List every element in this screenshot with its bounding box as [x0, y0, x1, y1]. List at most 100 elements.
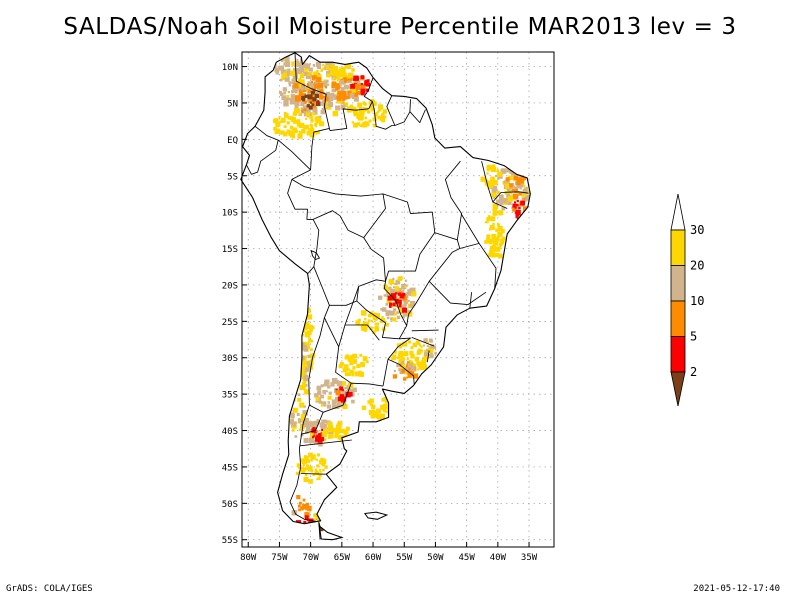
shade-cell	[322, 67, 325, 70]
shade-cell	[353, 96, 359, 102]
shade-cell	[383, 294, 387, 297]
shade-cell	[275, 71, 279, 75]
shade-cell	[289, 125, 294, 130]
shade-cell	[335, 72, 339, 76]
shade-cell	[340, 428, 345, 434]
shade-cell	[349, 361, 354, 366]
shade-cell	[326, 105, 332, 110]
shade-cell	[523, 185, 526, 188]
shade-cell	[407, 373, 412, 378]
shade-cell	[421, 360, 426, 366]
shade-cell	[303, 347, 308, 352]
shade-cell	[296, 58, 299, 61]
shade-cell	[346, 74, 351, 79]
shade-cell	[351, 93, 357, 99]
shade-cell	[515, 209, 520, 214]
shade-cell	[498, 210, 504, 216]
shade-cell	[382, 109, 388, 114]
shade-cell	[382, 307, 387, 312]
shade-cell	[357, 102, 362, 108]
shade-cell	[298, 89, 302, 93]
shade-cell	[309, 432, 316, 438]
shade-cell	[301, 95, 306, 100]
shade-cell	[310, 459, 313, 462]
shade-cell	[311, 85, 316, 91]
shade-cell	[352, 359, 357, 364]
country-border	[356, 300, 408, 340]
shade-cell	[347, 357, 352, 362]
shade-cell	[403, 300, 408, 305]
shade-cell	[311, 428, 316, 433]
dry-region	[484, 203, 506, 259]
shade-cell	[302, 372, 307, 377]
shade-cell	[310, 325, 314, 328]
shade-cell	[315, 61, 321, 68]
shade-cell	[496, 169, 500, 172]
shade-cell	[346, 393, 349, 396]
shade-cell	[323, 82, 328, 87]
shade-cell	[399, 293, 405, 299]
shade-cell	[505, 185, 510, 190]
shade-cell	[380, 308, 383, 311]
shade-cell	[326, 73, 331, 78]
shade-cell	[493, 239, 499, 246]
shade-cell	[385, 322, 389, 327]
shade-cell	[497, 231, 503, 237]
lon-tick-label: 50W	[427, 553, 444, 563]
shade-cell	[349, 369, 354, 374]
shade-cell	[283, 101, 288, 106]
shade-cell	[348, 391, 353, 397]
shade-cell	[485, 220, 488, 224]
shade-cell	[297, 133, 303, 139]
shade-cell	[402, 311, 408, 316]
shade-cell	[379, 413, 386, 419]
shade-cell	[295, 523, 299, 527]
shade-cell	[334, 433, 339, 437]
shade-cell	[368, 119, 372, 123]
shade-cell	[308, 339, 312, 343]
shade-cell	[372, 117, 377, 122]
shade-cell	[290, 421, 294, 425]
shade-cell	[340, 67, 346, 73]
shade-cell	[313, 108, 318, 113]
shade-cell	[355, 83, 361, 89]
shade-cell	[521, 191, 527, 197]
shade-cell	[413, 373, 416, 377]
shade-cell	[380, 405, 384, 409]
shade-cell	[348, 388, 352, 392]
shade-cell	[292, 87, 298, 93]
shade-cell	[339, 79, 345, 85]
shade-cell	[292, 73, 298, 79]
shade-cell	[289, 70, 295, 76]
shade-cell	[304, 526, 307, 529]
shade-cell	[308, 105, 313, 110]
shade-cell	[283, 91, 287, 95]
shade-cell	[343, 102, 348, 107]
shade-cell	[367, 319, 371, 322]
shade-cell	[362, 101, 366, 105]
shade-cell	[338, 73, 344, 78]
shade-cell	[323, 419, 328, 424]
shade-cell	[298, 130, 302, 134]
country-border	[383, 281, 410, 327]
shade-cell	[390, 406, 393, 409]
shade-cell	[336, 402, 340, 405]
shade-cell	[297, 393, 301, 397]
country-border	[481, 161, 508, 209]
color-legend: 30 20 10 5 2	[670, 193, 704, 407]
shade-cell	[491, 188, 497, 194]
shade-cell	[400, 344, 403, 347]
shade-cell	[319, 115, 322, 118]
shade-cell	[327, 421, 333, 427]
shade-cell	[417, 368, 420, 371]
shade-cell	[312, 90, 316, 93]
shade-cell	[377, 110, 380, 113]
shade-cell	[327, 401, 330, 404]
shade-cell	[495, 174, 498, 177]
shade-cell	[409, 304, 413, 308]
shade-cell	[326, 404, 332, 409]
country-border	[310, 127, 330, 170]
shade-cell	[330, 431, 334, 435]
shade-cell	[410, 311, 413, 314]
country-border	[289, 266, 330, 522]
